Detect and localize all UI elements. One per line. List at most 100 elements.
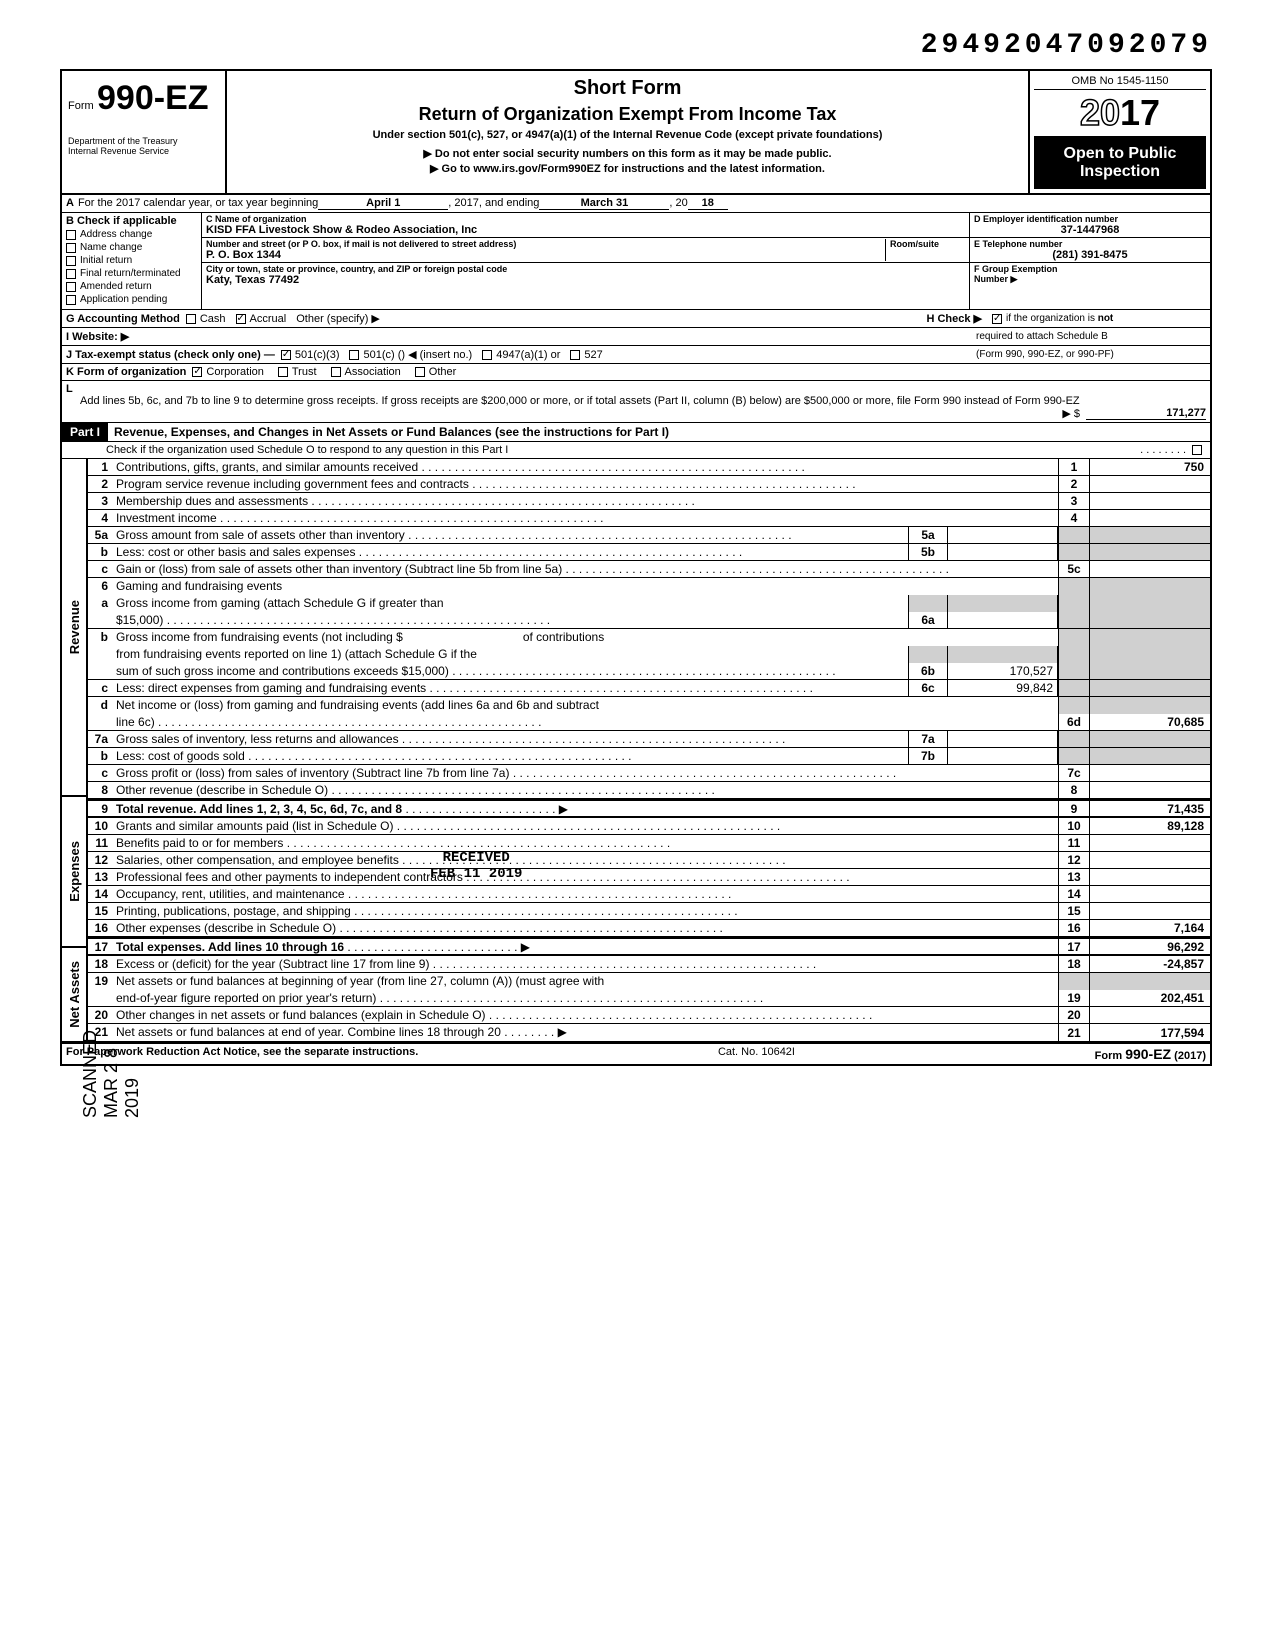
phone-row: E Telephone number (281) 391-8475 xyxy=(970,238,1210,263)
line-12: 12 Salaries, other compensation, and emp… xyxy=(88,852,1210,869)
ein-row: D Employer identification number 37-1447… xyxy=(970,213,1210,238)
form-number: 990-EZ xyxy=(97,79,209,117)
side-expenses: Expenses xyxy=(62,797,86,948)
line-3: 3 Membership dues and assessments 3 xyxy=(88,493,1210,510)
form-prefix: Form xyxy=(68,100,94,112)
chk-corp[interactable] xyxy=(192,367,202,377)
line-6b-2: from fundraising events reported on line… xyxy=(88,646,1210,663)
chk-527[interactable] xyxy=(570,350,580,360)
line-5c: c Gain or (loss) from sale of assets oth… xyxy=(88,561,1210,578)
part1-label: Part I xyxy=(62,423,108,441)
col-b-head: B Check if applicable xyxy=(66,215,197,227)
chk-name[interactable]: Name change xyxy=(66,242,197,253)
line-16: 16 Other expenses (describe in Schedule … xyxy=(88,920,1210,937)
room-label: Room/suite xyxy=(890,239,965,249)
phone-value: (281) 391-8475 xyxy=(974,249,1206,261)
h-text: if the organization is not xyxy=(1006,313,1206,324)
k-label: K Form of organization xyxy=(66,366,186,378)
line-6b-1: b Gross income from fundraising events (… xyxy=(88,629,1210,646)
omb-number: OMB No 1545-1150 xyxy=(1034,75,1206,90)
l-value: 171,277 xyxy=(1086,407,1206,420)
line-15: 15 Printing, publications, postage, and … xyxy=(88,903,1210,920)
return-title: Return of Organization Exempt From Incom… xyxy=(235,104,1020,125)
tax-year: 2017 xyxy=(1034,90,1206,137)
chk-amended[interactable]: Amended return xyxy=(66,281,197,292)
city-row: City or town, state or province, country… xyxy=(202,263,969,287)
line-19-2: end-of-year figure reported on prior yea… xyxy=(88,990,1210,1007)
chk-final[interactable]: Final return/terminated xyxy=(66,268,197,279)
chk-501c3[interactable] xyxy=(281,350,291,360)
col-b: B Check if applicable Address change Nam… xyxy=(62,213,202,309)
row-a-label: A xyxy=(66,197,74,210)
header-right: OMB No 1545-1150 2017 Open to Public Ins… xyxy=(1030,71,1210,193)
footer: For Paperwork Reduction Act Notice, see … xyxy=(60,1043,1212,1066)
row-k: K Form of organization Corporation Trust… xyxy=(60,364,1212,381)
group-label2: Number ▶ xyxy=(974,274,1206,285)
form-header: Form 990-EZ Department of the TreasuryIn… xyxy=(60,69,1212,193)
i-label: I Website: ▶ xyxy=(66,330,129,343)
line-21: 21 Net assets or fund balances at end of… xyxy=(88,1024,1210,1041)
row-l: L Add lines 5b, 6c, and 7b to line 9 to … xyxy=(60,381,1212,423)
col-de: D Employer identification number 37-1447… xyxy=(970,213,1210,309)
org-name: KISD FFA Livestock Show & Rodeo Associat… xyxy=(206,224,965,236)
line-4: 4 Investment income 4 xyxy=(88,510,1210,527)
line-17: 17 Total expenses. Add lines 10 through … xyxy=(88,937,1210,956)
addr-row: Number and street (or P O. box, if mail … xyxy=(202,238,969,263)
chk-cash[interactable] xyxy=(186,314,196,324)
g-label: G Accounting Method xyxy=(66,313,180,325)
main-info: B Check if applicable Address change Nam… xyxy=(60,213,1212,310)
year-suffix: 17 xyxy=(1120,92,1160,133)
side-revenue: Revenue xyxy=(62,459,86,797)
group-label: F Group Exemption xyxy=(974,264,1206,274)
scanned-stamp: SCANNED MAR 2 8 2019 xyxy=(80,1030,143,1118)
chk-accrual[interactable] xyxy=(236,314,246,324)
header-middle: Short Form Return of Organization Exempt… xyxy=(227,71,1030,193)
line-20: 20 Other changes in net assets or fund b… xyxy=(88,1007,1210,1024)
period-end-yr: 18 xyxy=(688,197,728,210)
chk-assoc[interactable] xyxy=(331,367,341,377)
body-grid: Revenue Expenses Net Assets 1 Contributi… xyxy=(60,459,1212,1043)
short-form: Short Form xyxy=(235,77,1020,100)
line-18: 18 Excess or (deficit) for the year (Sub… xyxy=(88,956,1210,973)
col-c: C Name of organization KISD FFA Livestoc… xyxy=(202,213,970,309)
line-10: 10 Grants and similar amounts paid (list… xyxy=(88,818,1210,835)
phone-label: E Telephone number xyxy=(974,239,1206,249)
part1-title: Revenue, Expenses, and Changes in Net As… xyxy=(108,423,675,441)
row-a-mid: , 2017, and ending xyxy=(448,197,539,210)
line-9: 9 Total revenue. Add lines 1, 2, 3, 4, 5… xyxy=(88,799,1210,818)
line-1: 1 Contributions, gifts, grants, and simi… xyxy=(88,459,1210,476)
chk-4947[interactable] xyxy=(482,350,492,360)
line-6d-2: line 6c) 6d 70,685 xyxy=(88,714,1210,731)
row-g: G Accounting Method Cash Accrual Other (… xyxy=(60,310,1212,328)
chk-501c[interactable] xyxy=(349,350,359,360)
form-container: 29492047092079 Form 990-EZ Department of… xyxy=(60,30,1212,1066)
addr-value: P. O. Box 1344 xyxy=(206,249,885,261)
chk-pending[interactable]: Application pending xyxy=(66,294,197,305)
line-6c: c Less: direct expenses from gaming and … xyxy=(88,680,1210,697)
row-a: A For the 2017 calendar year, or tax yea… xyxy=(60,193,1212,213)
period-begin: April 1 xyxy=(318,197,448,210)
chk-other[interactable] xyxy=(415,367,425,377)
group-row: F Group Exemption Number ▶ xyxy=(970,263,1210,287)
footer-mid: Cat. No. 10642I xyxy=(718,1046,795,1062)
ein-value: 37-1447968 xyxy=(974,224,1206,236)
chk-trust[interactable] xyxy=(278,367,288,377)
l-arrow: ▶ $ xyxy=(66,407,1080,420)
line-7c: c Gross profit or (loss) from sales of i… xyxy=(88,765,1210,782)
chk-schedule-b[interactable] xyxy=(992,314,1002,324)
dln-number: 29492047092079 xyxy=(60,30,1212,61)
line-13: 13 Professional fees and other payments … xyxy=(88,869,1210,886)
line-2: 2 Program service revenue including gove… xyxy=(88,476,1210,493)
line-19-1: 19 Net assets or fund balances at beginn… xyxy=(88,973,1210,990)
lines-col: 1 Contributions, gifts, grants, and simi… xyxy=(88,459,1210,1041)
part1-check: Check if the organization used Schedule … xyxy=(60,442,1212,459)
line-6b-3: sum of such gross income and contributio… xyxy=(88,663,1210,680)
part1-check-text: Check if the organization used Schedule … xyxy=(66,444,1140,456)
row-a-yr-label: , 20 xyxy=(669,197,687,210)
ssn-warning: ▶ Do not enter social security numbers o… xyxy=(235,147,1020,160)
line-6a-1: a Gross income from gaming (attach Sched… xyxy=(88,595,1210,612)
chk-initial[interactable]: Initial return xyxy=(66,255,197,266)
l-label: L xyxy=(66,383,73,395)
chk-schedule-o[interactable] xyxy=(1192,445,1202,455)
chk-address[interactable]: Address change xyxy=(66,229,197,240)
